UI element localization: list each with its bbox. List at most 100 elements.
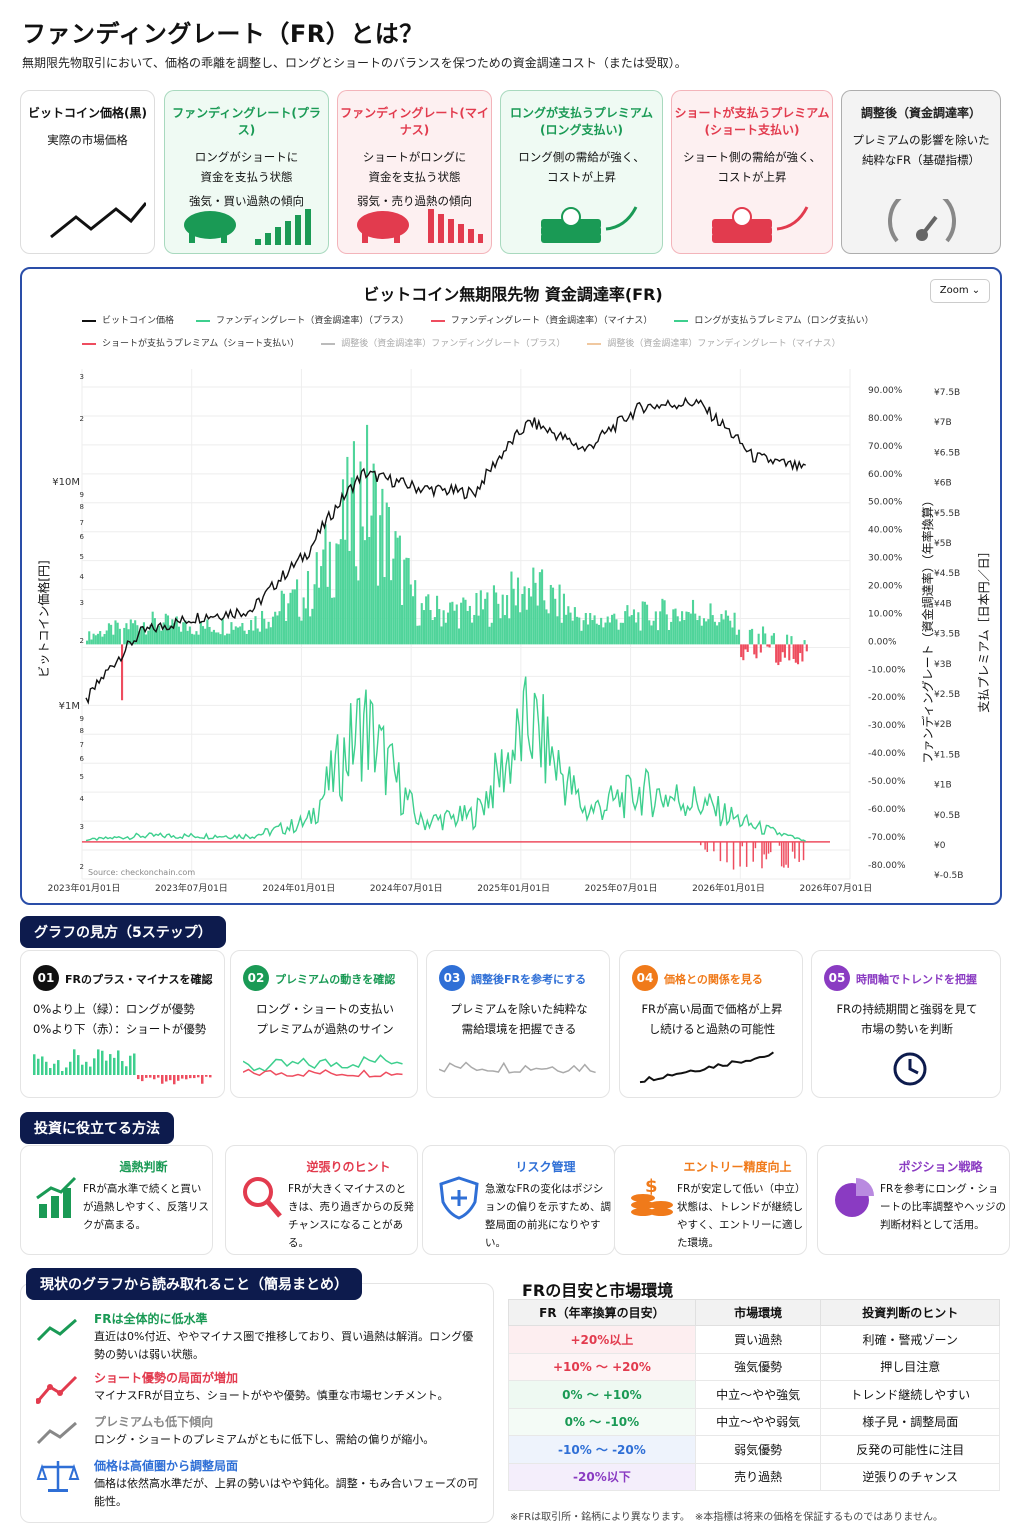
axis-tick-label: ¥5.5B bbox=[934, 509, 960, 519]
fr-bar bbox=[711, 615, 714, 645]
fr-bar bbox=[208, 626, 211, 645]
fr-bar bbox=[328, 541, 331, 645]
fr-bar bbox=[407, 558, 410, 645]
fr-bar bbox=[578, 617, 581, 645]
legend-card-4: ショートが支払うプレミアム (ショート支払い) ショート側の需給が強く、 コストが上… bbox=[671, 90, 833, 254]
legend-item[interactable]: 調整後（資金調達率）ファンディングレート（プラス） bbox=[321, 336, 565, 349]
axis-tick-label: 40.00% bbox=[868, 526, 903, 536]
summary-title: FRは全体的に低水準 bbox=[94, 1312, 208, 1326]
market-env-cell: 買い過熱 bbox=[694, 1325, 822, 1354]
fr-bar bbox=[595, 623, 598, 645]
table-header-cell: 投資判断のヒント bbox=[820, 1299, 1000, 1326]
fr-bar bbox=[361, 526, 364, 645]
fr-bar bbox=[186, 630, 189, 645]
axis-tick-label: 0.00% bbox=[868, 637, 897, 647]
fr-bar bbox=[462, 597, 465, 645]
shield-icon bbox=[439, 1176, 479, 1220]
fr-bar bbox=[199, 621, 202, 645]
legend-item[interactable]: ショートが支払うプレミアム（ショート支払い） bbox=[82, 336, 299, 349]
fr-bar bbox=[694, 613, 697, 645]
fr-bar bbox=[285, 620, 288, 645]
market-env-cell: 中立〜やや強気 bbox=[694, 1380, 822, 1409]
fr-bar bbox=[471, 622, 474, 645]
legend-item[interactable]: ファンディングレート（資金調達率）（マイナス） bbox=[430, 313, 653, 326]
axis-tick-label: ¥3.5B bbox=[934, 630, 960, 640]
fr-bar bbox=[632, 609, 636, 645]
fr-bar bbox=[600, 617, 603, 645]
fr-bar bbox=[464, 599, 467, 645]
card-title: ファンディングレート(プラス) bbox=[172, 106, 321, 137]
legend-item[interactable]: ビットコイン価格 bbox=[82, 313, 174, 326]
legend-item[interactable]: 調整後（資金調達率）ファンディングレート（マイナス） bbox=[587, 336, 841, 349]
fr-bar bbox=[659, 611, 662, 645]
step-desc: 0%より上（緑）：ロングが優勢 0%より下（赤）：ショートが優勢 bbox=[33, 999, 214, 1039]
card-desc-line: コストが上昇 bbox=[717, 170, 787, 184]
fr-bar bbox=[379, 515, 382, 645]
svg-text:$: $ bbox=[645, 1176, 658, 1197]
step-card-05: 05 時間軸でトレンドを把握 FRの持続期間と強弱を見て 市場の勢いを判断 bbox=[811, 950, 1001, 1098]
summary-heading: 現状のグラフから読み取れること（簡易まとめ） bbox=[26, 1268, 362, 1300]
tip-title: エントリー精度向上 bbox=[683, 1160, 792, 1174]
fr-bar bbox=[116, 622, 119, 645]
step-desc-line: 需給環境を把握できる bbox=[461, 1022, 577, 1036]
price-line-icon bbox=[50, 202, 146, 239]
axis-tick-label: ¥1.5B bbox=[934, 750, 960, 760]
legend-label: ビットコイン価格 bbox=[102, 316, 175, 326]
fr-bar bbox=[742, 644, 745, 661]
legend-item[interactable]: ロングが支払うプレミアム（ロング支払い） bbox=[674, 313, 874, 326]
summary-title: プレミアムも低下傾向 bbox=[94, 1415, 214, 1429]
fr-bar bbox=[775, 644, 778, 663]
legend-item[interactable]: ファンディングレート（資金調達率）（プラス） bbox=[196, 313, 409, 326]
tip-card-1: 逆張りのヒント FRが大きくマイナスのときは、売り過ぎからの反発チャンスになること… bbox=[225, 1145, 418, 1255]
fr-bar bbox=[764, 633, 767, 645]
fr-bar bbox=[726, 615, 730, 645]
fr-bar bbox=[532, 567, 535, 645]
legend-swatch bbox=[196, 319, 211, 322]
fr-bar bbox=[497, 603, 500, 645]
flat-trend-icon bbox=[36, 1421, 77, 1445]
fr-bar bbox=[768, 644, 771, 648]
gauge-icon bbox=[888, 199, 956, 243]
legend-label: ファンディングレート（資金調達率）（マイナス） bbox=[450, 316, 653, 326]
fr-bar bbox=[160, 630, 163, 645]
fr-bar bbox=[188, 626, 191, 645]
pie-icon bbox=[835, 1178, 874, 1217]
fr-bar bbox=[468, 605, 471, 645]
fr-bar bbox=[261, 610, 264, 645]
fr-bar bbox=[177, 626, 180, 645]
axis-tick-label: 2024年07月01日 bbox=[370, 882, 443, 894]
table-row: -10% 〜 -20% 弱気優勢 反発の可能性に注目 bbox=[508, 1435, 1000, 1464]
axis-tick-label: 50.00% bbox=[868, 498, 903, 508]
fr-bar bbox=[567, 606, 570, 645]
step-desc-line: 市場の勢いを判断 bbox=[861, 1022, 953, 1036]
fr-bar bbox=[545, 609, 548, 645]
tips-heading: 投資に役立てる方法 bbox=[20, 1112, 174, 1144]
fr-range-cell: +10% 〜 +20% bbox=[508, 1352, 696, 1381]
fr-bar bbox=[770, 635, 773, 645]
zoom-button[interactable]: Zoom ⌄ bbox=[930, 279, 990, 303]
card-desc-line: 資金を支払う状態 bbox=[368, 170, 461, 184]
fr-bar bbox=[212, 629, 215, 645]
fr-bar bbox=[637, 612, 640, 645]
axis-tick-label: 2025年07月01日 bbox=[585, 882, 658, 894]
axis-tick-label: ¥6B bbox=[934, 479, 952, 489]
axis-tick-label: 9 bbox=[80, 491, 84, 499]
clock-icon bbox=[893, 1052, 927, 1086]
axis-tick-label: 10.00% bbox=[868, 609, 903, 619]
hint-cell: 様子見・調整局面 bbox=[820, 1407, 1000, 1436]
fr-bar bbox=[112, 634, 115, 645]
fr-bar bbox=[254, 616, 257, 645]
tip-desc: FRが高水準で続くと買いが過熱しやすく、反落リスクが高まる。 bbox=[83, 1183, 209, 1231]
step-title: 調整後FRを参考にする bbox=[471, 973, 587, 986]
step-number-badge: 04 bbox=[632, 965, 658, 991]
fr-bar bbox=[611, 614, 614, 645]
card-desc-line: 純粋なFR（基礎指標） bbox=[861, 153, 981, 167]
tip-card-3: $ エントリー精度向上 FRが安定して低い（中立）状態は、トレンドが継続しやすく、エ… bbox=[614, 1145, 807, 1255]
step-desc-line: し続けると過熱の可能性 bbox=[648, 1022, 776, 1036]
fr-bar bbox=[92, 633, 95, 645]
fr-bar bbox=[204, 628, 207, 645]
fr-bar bbox=[453, 610, 456, 645]
fr-range-cell: -20%以下 bbox=[508, 1462, 696, 1491]
fr-bar bbox=[105, 630, 108, 645]
fr-bar bbox=[584, 612, 587, 645]
